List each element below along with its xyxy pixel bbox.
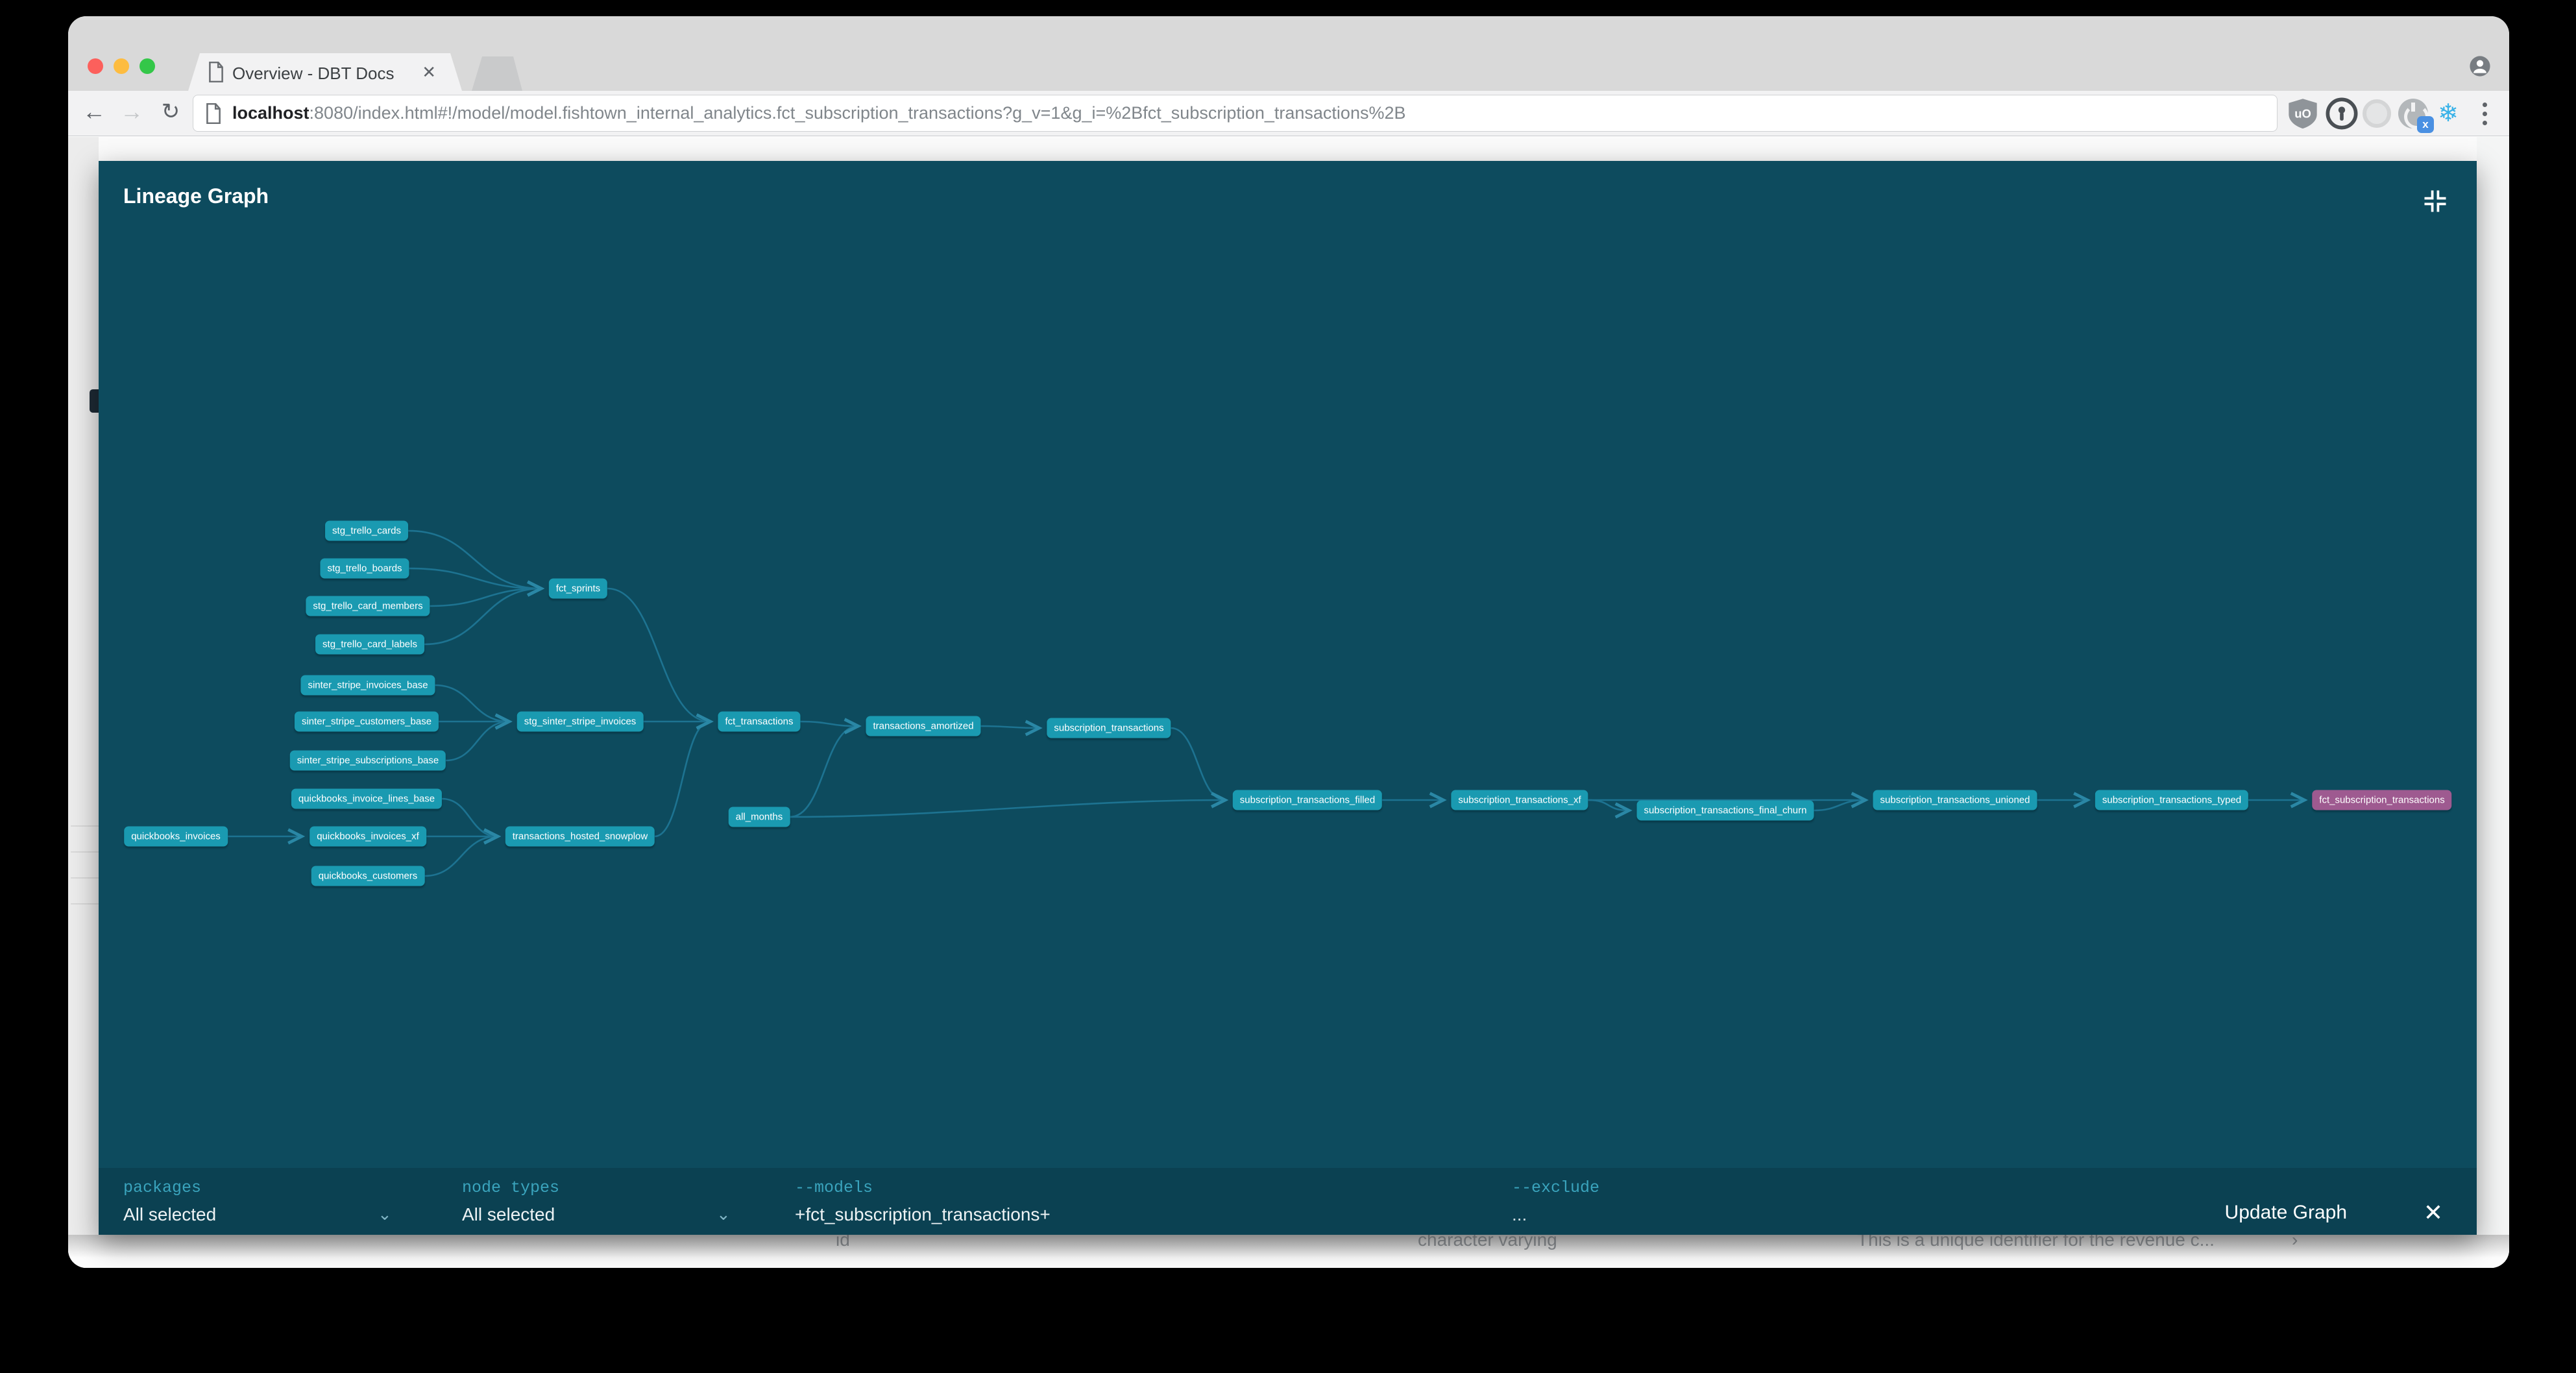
row-expand-chevron-icon[interactable]: ›: [2292, 1230, 2298, 1250]
background-table-row: id character varying This is a unique id…: [68, 1230, 2509, 1268]
exclude-input[interactable]: ...: [1512, 1204, 1527, 1224]
profile-icon[interactable]: [2469, 55, 2491, 77]
back-button[interactable]: ←: [82, 98, 106, 125]
url-text: localhost:8080/index.html#!/model/model.…: [232, 103, 1406, 123]
power-badge: x: [2417, 116, 2434, 133]
url-host: localhost: [232, 103, 310, 123]
graph-node-subscription_transactions[interactable]: subscription_transactions: [1047, 718, 1171, 738]
graph-node-transactions_hosted_snowplow[interactable]: transactions_hosted_snowplow: [505, 826, 655, 847]
graph-node-stg_trello_card_labels[interactable]: stg_trello_card_labels: [315, 634, 424, 655]
packages-chevron-icon: ⌄: [378, 1204, 392, 1224]
url-bar[interactable]: localhost:8080/index.html#!/model/model.…: [193, 95, 2278, 132]
power-glyph-icon: [2398, 99, 2429, 129]
page-icon: [206, 103, 221, 124]
exclude-label: --exclude: [1512, 1178, 1600, 1197]
graph-node-transactions_amortized[interactable]: transactions_amortized: [866, 716, 981, 736]
graph-node-sinter_stripe_subscriptions_base[interactable]: sinter_stripe_subscriptions_base: [289, 750, 446, 771]
browser-toolbar: ← → ↻ localhost:8080/index.html#!/model/…: [68, 91, 2509, 136]
close-overlay-icon[interactable]: ✕: [2423, 1199, 2443, 1226]
graph-node-subscription_transactions_final_churn[interactable]: subscription_transactions_final_churn: [1636, 800, 1814, 821]
packages-dropdown[interactable]: All selected: [123, 1204, 217, 1224]
graph-node-all_months[interactable]: all_months: [728, 807, 790, 827]
browser-tab[interactable]: Overview - DBT Docs ✕: [188, 53, 462, 91]
page-favicon-icon: [208, 62, 225, 82]
graph-node-subscription_transactions_unioned[interactable]: subscription_transactions_unioned: [1873, 790, 2037, 810]
overlay-title: Lineage Graph: [123, 184, 269, 208]
tab-strip: Overview - DBT Docs ✕: [68, 16, 2509, 91]
node-types-chevron-icon: ⌄: [716, 1204, 731, 1224]
tab-title: Overview - DBT Docs: [232, 64, 395, 83]
background-page-left-strip: [68, 137, 104, 1268]
lineage-graph-overlay: Lineage Graph stg_trello_cards stg_trello…: [99, 161, 2477, 1235]
browser-window: Overview - DBT Docs ✕ ← → ↻ localhost:80…: [68, 16, 2509, 1268]
ublock-extension-icon[interactable]: uO: [2286, 97, 2320, 130]
graph-filter-toolbar: packages All selected ⌄ node types All s…: [99, 1168, 2477, 1235]
graph-node-subscription_transactions_xf[interactable]: subscription_transactions_xf: [1451, 790, 1588, 810]
graph-node-quickbooks_invoices[interactable]: quickbooks_invoices: [124, 826, 228, 847]
reload-button[interactable]: ↻: [161, 99, 180, 124]
zoom-window-button[interactable]: [140, 58, 155, 74]
snowflake-extension-icon[interactable]: ❄: [2438, 100, 2459, 127]
graph-node-subscription_transactions_typed[interactable]: subscription_transactions_typed: [2095, 790, 2249, 810]
models-label: --models: [795, 1178, 873, 1197]
browser-menu-icon[interactable]: [2468, 97, 2501, 130]
models-input[interactable]: +fct_subscription_transactions+: [795, 1204, 1051, 1224]
graph-canvas[interactable]: stg_trello_cards stg_trello_boards stg_tre…: [99, 161, 2477, 1235]
swirl-extension-icon[interactable]: [2360, 97, 2394, 130]
url-path: :8080/index.html#!/model/model.fishtown_…: [309, 103, 1406, 123]
new-tab-button[interactable]: [472, 56, 522, 91]
graph-node-subscription_transactions_filled[interactable]: subscription_transactions_filled: [1232, 790, 1383, 810]
onepassword-extension-icon[interactable]: [2325, 97, 2359, 130]
graph-node-quickbooks_customers[interactable]: quickbooks_customers: [311, 866, 425, 886]
packages-label: packages: [123, 1178, 202, 1197]
graph-node-stg_trello_cards[interactable]: stg_trello_cards: [325, 520, 408, 541]
node-types-dropdown[interactable]: All selected: [462, 1204, 555, 1224]
power-extension-icon[interactable]: x: [2396, 97, 2434, 133]
minimize-window-button[interactable]: [114, 58, 129, 74]
background-page-right-strip: [2477, 137, 2509, 1268]
graph-node-fct_transactions[interactable]: fct_transactions: [718, 711, 801, 732]
graph-node-fct_subscription_transactions[interactable]: fct_subscription_transactions: [2312, 790, 2452, 810]
graph-node-quickbooks_invoice_lines_base[interactable]: quickbooks_invoice_lines_base: [291, 788, 443, 809]
graph-node-sinter_stripe_customers_base[interactable]: sinter_stripe_customers_base: [294, 711, 439, 732]
graph-node-sinter_stripe_invoices_base[interactable]: sinter_stripe_invoices_base: [300, 675, 435, 696]
tab-close-icon[interactable]: ✕: [422, 62, 436, 82]
graph-node-stg_trello_boards[interactable]: stg_trello_boards: [320, 558, 409, 579]
close-window-button[interactable]: [88, 58, 103, 74]
page-content: id character varying This is a unique id…: [68, 137, 2509, 1268]
graph-node-quickbooks_invoices_xf[interactable]: quickbooks_invoices_xf: [310, 826, 426, 847]
graph-node-stg_trello_card_members[interactable]: stg_trello_card_members: [306, 596, 430, 616]
update-graph-button[interactable]: Update Graph: [2224, 1202, 2347, 1223]
ublock-badge-text: uO: [2294, 107, 2311, 121]
graph-node-stg_sinter_stripe_invoices[interactable]: stg_sinter_stripe_invoices: [516, 711, 644, 732]
forward-button: →: [120, 98, 143, 125]
node-types-label: node types: [462, 1178, 560, 1197]
graph-node-fct_sprints[interactable]: fct_sprints: [548, 578, 608, 599]
collapse-graph-icon[interactable]: [2421, 187, 2449, 215]
